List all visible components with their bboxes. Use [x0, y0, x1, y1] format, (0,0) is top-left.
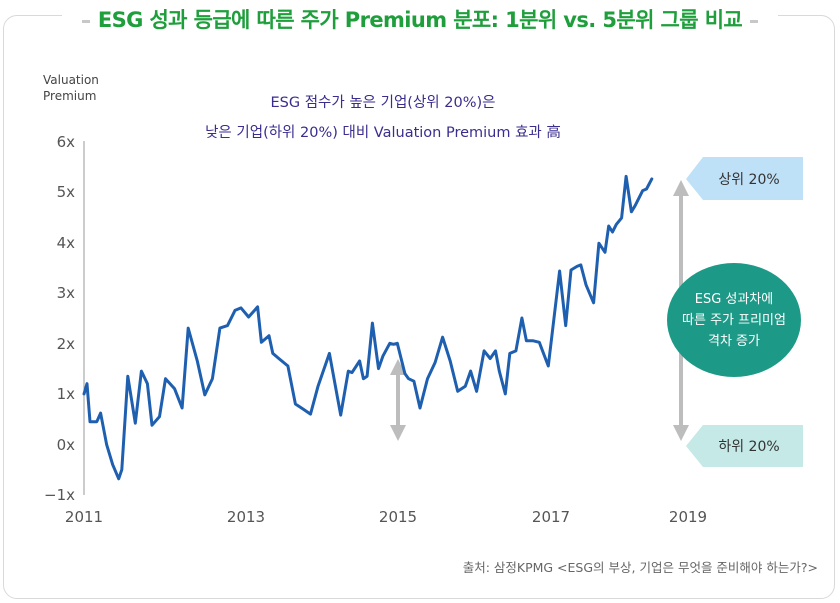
title-wrap: ESG 성과 등급에 따른 주가 Premium 분포: 1분위 vs. 5분위… — [0, 0, 840, 40]
y-axis: −1x 0x 1x 2x 3x 4x 5x 6x — [44, 133, 85, 504]
y-tick-label: 6x — [57, 133, 76, 151]
y-tick-label: 0x — [57, 436, 76, 454]
title-deco-right — [750, 19, 759, 23]
label-bottom-callout — [686, 425, 803, 467]
label-top-text: 상위 20% — [718, 172, 779, 188]
series-layer — [82, 174, 654, 481]
series-line — [82, 174, 654, 481]
chart-title: ESG 성과 등급에 따른 주가 Premium 분포: 1분위 vs. 5분위… — [61, 0, 779, 40]
x-tick-label: 2011 — [65, 508, 103, 526]
y-tick-label: 2x — [57, 335, 76, 353]
annotation-line-2: 낮은 기업(하위 20%) 대비 Valuation Premium 효과 高 — [205, 124, 561, 141]
y-tick-label: −1x — [44, 486, 75, 504]
title-deco-left — [81, 19, 90, 23]
source-note: 출처: 삼정KPMG <ESG의 부상, 기업은 무엇을 준비해야 하는가?> — [463, 560, 818, 575]
circle-text-line-2: 따른 주가 프리미엄 — [682, 313, 786, 328]
x-tick-label: 2013 — [227, 508, 265, 526]
circle-text-line-3: 격차 증가 — [708, 334, 760, 349]
gap-summary-circle — [667, 263, 801, 377]
x-tick-label: 2017 — [532, 508, 570, 526]
chart-title-text: ESG 성과 등급에 따른 주가 Premium 분포: 1분위 vs. 5분위… — [97, 8, 743, 32]
y-tick-label: 1x — [57, 385, 76, 403]
label-bottom-text: 하위 20% — [718, 439, 779, 455]
x-tick-label: 2019 — [669, 508, 707, 526]
label-top-callout — [686, 157, 803, 200]
y-tick-label: 4x — [57, 234, 76, 252]
y-axis-label-line-1: Valuation — [43, 73, 99, 87]
annotation-line-1: ESG 점수가 높은 기업(상위 20%)은 — [271, 94, 496, 111]
circle-text-line-1: ESG 성과차에 — [695, 292, 774, 307]
y-tick-label: 3x — [57, 284, 76, 302]
y-tick-label: 5x — [57, 183, 76, 201]
x-tick-label: 2015 — [379, 508, 417, 526]
x-axis: 2011 2013 2015 2017 2019 — [65, 508, 707, 526]
y-axis-label-line-2: Premium — [43, 89, 96, 103]
